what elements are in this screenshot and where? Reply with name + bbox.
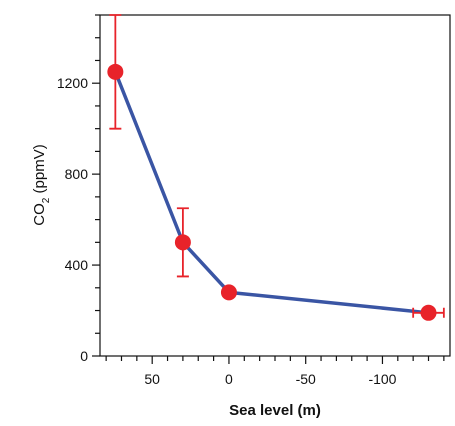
x-tick-label: -100 <box>368 371 396 387</box>
y-tick-label: 0 <box>80 348 88 364</box>
x-tick-label: 50 <box>144 371 160 387</box>
data-point <box>420 304 437 321</box>
data-point <box>220 284 237 301</box>
data-line <box>113 71 429 315</box>
y-tick-label: 400 <box>65 257 89 273</box>
y-tick-label: 1200 <box>57 75 88 91</box>
data-point <box>107 63 124 80</box>
x-axis-label: Sea level (m) <box>229 402 321 419</box>
plot-frame <box>99 14 451 357</box>
y-label-unit: (ppmV) <box>31 144 48 197</box>
y-tick-label: 800 <box>65 166 89 182</box>
x-tick-label: -50 <box>296 371 316 387</box>
y-label-subscript: 2 <box>41 197 52 203</box>
data-point <box>174 234 191 251</box>
x-tick-label: 0 <box>225 371 233 387</box>
y-label-main: CO <box>31 203 48 226</box>
y-axis-label: CO2 (ppmV) <box>31 144 52 225</box>
